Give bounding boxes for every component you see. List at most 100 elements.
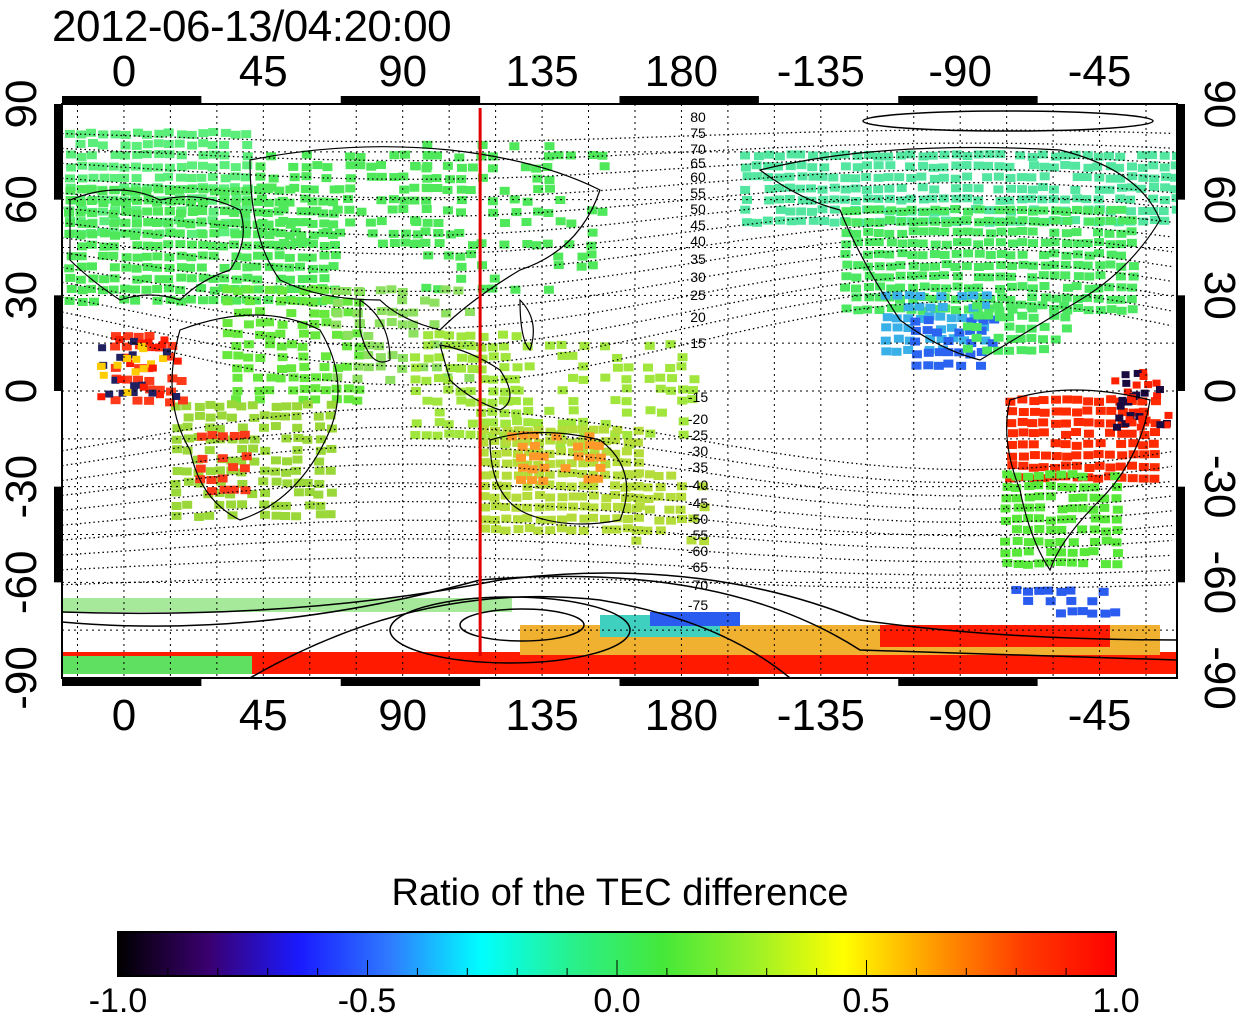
data-cell (553, 151, 564, 160)
data-cell (399, 196, 410, 205)
data-cell (175, 196, 186, 205)
data-cell (1100, 609, 1111, 618)
data-cell (1073, 417, 1084, 426)
data-cell (973, 184, 984, 193)
data-cell (75, 198, 86, 207)
data-cell (423, 151, 434, 160)
data-cell (764, 184, 775, 193)
data-cell (328, 262, 339, 271)
data-cell (553, 261, 564, 270)
data-cell (531, 241, 542, 250)
data-cell (480, 471, 491, 480)
data-cell (164, 150, 175, 159)
data-cell (597, 207, 608, 216)
colorbar-tick-label: 0.0 (593, 982, 641, 1020)
data-cell (621, 397, 632, 406)
data-cell (1048, 163, 1059, 172)
data-cell (248, 444, 259, 453)
data-cell (77, 219, 88, 228)
contour-label: 40 (690, 233, 706, 249)
data-cell (1055, 558, 1066, 567)
data-cell (253, 251, 264, 260)
data-cell (174, 185, 185, 194)
data-cell (543, 285, 554, 294)
data-cell (1022, 560, 1033, 569)
data-cell (534, 470, 545, 479)
data-cell (1023, 547, 1034, 556)
data-cell (578, 481, 589, 490)
data-cell (442, 185, 453, 194)
data-cell (1082, 239, 1093, 248)
data-cell (775, 205, 786, 214)
data-cell (1039, 172, 1050, 181)
data-cell (194, 411, 205, 420)
data-cell (1127, 283, 1138, 292)
data-cell (1138, 462, 1149, 471)
contour-label: 20 (690, 309, 706, 325)
contour-label: -50 (688, 511, 708, 527)
data-cell (522, 514, 533, 523)
data-cell (873, 161, 884, 170)
data-cell (332, 309, 343, 318)
colorbar-tick-marks (117, 960, 1117, 976)
data-cell (159, 355, 168, 363)
data-cell (385, 375, 396, 384)
data-cell (64, 208, 75, 217)
data-cell (1037, 301, 1048, 310)
coastline (171, 314, 339, 521)
data-cell (1039, 251, 1050, 260)
data-cell (1144, 381, 1153, 389)
data-cell (331, 320, 342, 329)
data-cell (265, 331, 276, 340)
data-cell (677, 396, 688, 405)
magnetic-latitude-contours (62, 110, 1177, 678)
data-cell (839, 195, 850, 204)
data-cell (1000, 504, 1011, 513)
data-cell (566, 459, 577, 468)
data-cell (1155, 386, 1164, 394)
data-cell (154, 129, 165, 138)
data-cell (819, 151, 830, 160)
data-cell (418, 363, 429, 372)
data-cell (1006, 282, 1017, 291)
data-cell (182, 422, 193, 431)
data-cell (1043, 586, 1054, 595)
data-cell (850, 184, 861, 193)
data-cell (621, 458, 632, 467)
data-cell (363, 351, 374, 360)
data-cell (1001, 516, 1012, 525)
data-cell (1128, 450, 1139, 459)
data-cell (171, 511, 182, 520)
contour-line (62, 287, 1173, 367)
contour-label: -25 (688, 427, 708, 443)
data-cell (676, 515, 687, 524)
data-cell (487, 431, 498, 440)
lat-tick-label-left: -30 (0, 455, 46, 519)
data-cell (76, 185, 87, 194)
data-cell (154, 173, 165, 182)
data-cell (255, 162, 266, 171)
data-cell (786, 150, 797, 159)
data-cell (299, 362, 310, 371)
data-cell (971, 323, 982, 332)
data-cell (132, 241, 143, 250)
data-cell (286, 340, 297, 349)
data-cell (363, 363, 374, 372)
data-cell (1134, 408, 1143, 416)
data-cell (154, 275, 165, 284)
data-cell (1105, 174, 1116, 183)
data-cell (1118, 396, 1127, 404)
data-cell (577, 252, 588, 261)
lat-tick-label-left: 90 (0, 80, 46, 129)
data-cell (122, 375, 133, 384)
data-cell (219, 274, 230, 283)
data-cell (1105, 216, 1116, 225)
data-cell (881, 323, 892, 332)
data-cell (342, 297, 353, 306)
data-cell (1005, 302, 1016, 311)
data-cell (408, 329, 419, 338)
data-cell (308, 231, 319, 240)
data-cell (253, 208, 264, 217)
data-cell (699, 503, 710, 512)
data-cell (631, 482, 642, 491)
